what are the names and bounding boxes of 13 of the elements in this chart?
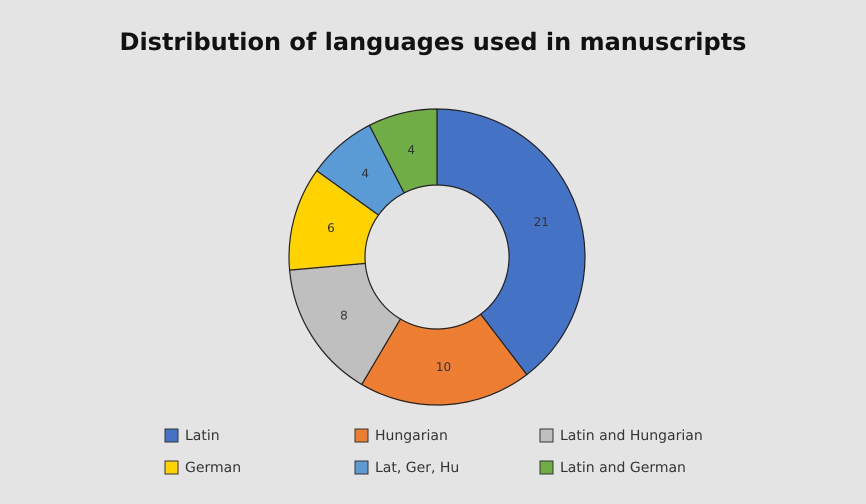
- data-label: 6: [327, 221, 335, 236]
- data-label: 8: [340, 308, 348, 323]
- legend-label: German: [185, 460, 242, 476]
- chart-title: Distribution of languages used in manuscripts: [120, 28, 746, 56]
- data-label: 21: [534, 214, 549, 229]
- data-label: 4: [407, 143, 415, 158]
- data-label: 4: [361, 166, 370, 181]
- legend-label: Hungarian: [375, 428, 448, 444]
- legend-label: Latin and German: [560, 460, 686, 476]
- legend-label: Latin: [185, 428, 220, 444]
- legend-label: Latin and Hungarian: [560, 428, 703, 444]
- data-label: 10: [436, 360, 452, 374]
- legend-label: Lat, Ger, Hu: [375, 460, 460, 476]
